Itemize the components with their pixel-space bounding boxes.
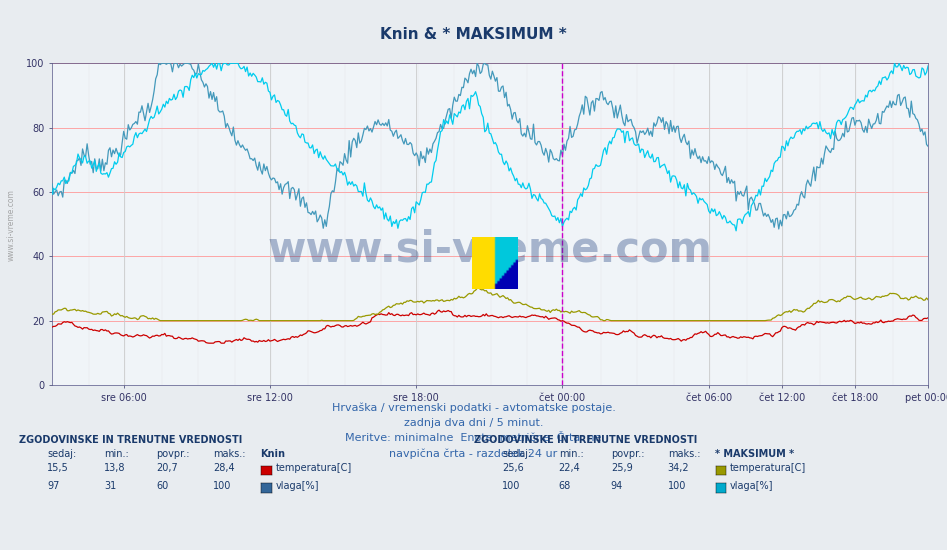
- Text: 60: 60: [156, 481, 169, 491]
- Text: povpr.:: povpr.:: [156, 449, 189, 459]
- Text: 100: 100: [502, 481, 520, 491]
- Text: navpična črta - razdelek 24 ur: navpična črta - razdelek 24 ur: [389, 449, 558, 459]
- Text: temperatura[C]: temperatura[C]: [730, 463, 807, 474]
- Text: min.:: min.:: [104, 449, 129, 459]
- Text: vlaga[%]: vlaga[%]: [276, 481, 319, 491]
- Text: vlaga[%]: vlaga[%]: [730, 481, 774, 491]
- Text: Meritve: minimalne  Enote: metrične  Črta: ne: Meritve: minimalne Enote: metrične Črta:…: [346, 433, 601, 443]
- Text: 22,4: 22,4: [559, 463, 581, 474]
- Text: ZGODOVINSKE IN TRENUTNE VREDNOSTI: ZGODOVINSKE IN TRENUTNE VREDNOSTI: [19, 434, 242, 445]
- Text: 94: 94: [611, 481, 623, 491]
- Text: 97: 97: [47, 481, 60, 491]
- Text: 68: 68: [559, 481, 571, 491]
- Text: zadnja dva dni / 5 minut.: zadnja dva dni / 5 minut.: [403, 418, 544, 428]
- Text: www.si-vreme.com: www.si-vreme.com: [7, 190, 16, 261]
- Text: www.si-vreme.com: www.si-vreme.com: [268, 229, 712, 271]
- Text: Hrvaška / vremenski podatki - avtomatske postaje.: Hrvaška / vremenski podatki - avtomatske…: [331, 403, 616, 413]
- Text: temperatura[C]: temperatura[C]: [276, 463, 352, 474]
- Text: Knin & * MAKSIMUM *: Knin & * MAKSIMUM *: [380, 26, 567, 42]
- Text: Knin: Knin: [260, 449, 285, 459]
- Text: 100: 100: [668, 481, 686, 491]
- Text: 25,9: 25,9: [611, 463, 633, 474]
- Text: ZGODOVINSKE IN TRENUTNE VREDNOSTI: ZGODOVINSKE IN TRENUTNE VREDNOSTI: [474, 434, 697, 445]
- Text: povpr.:: povpr.:: [611, 449, 644, 459]
- Text: 28,4: 28,4: [213, 463, 235, 474]
- Text: 25,6: 25,6: [502, 463, 524, 474]
- Text: 13,8: 13,8: [104, 463, 126, 474]
- Text: min.:: min.:: [559, 449, 583, 459]
- Text: * MAKSIMUM *: * MAKSIMUM *: [715, 449, 795, 459]
- Text: maks.:: maks.:: [668, 449, 700, 459]
- Text: sedaj:: sedaj:: [47, 449, 77, 459]
- Text: sedaj:: sedaj:: [502, 449, 531, 459]
- Text: 15,5: 15,5: [47, 463, 69, 474]
- Text: maks.:: maks.:: [213, 449, 245, 459]
- Text: 100: 100: [213, 481, 231, 491]
- Text: 31: 31: [104, 481, 116, 491]
- Text: 34,2: 34,2: [668, 463, 689, 474]
- Text: 20,7: 20,7: [156, 463, 178, 474]
